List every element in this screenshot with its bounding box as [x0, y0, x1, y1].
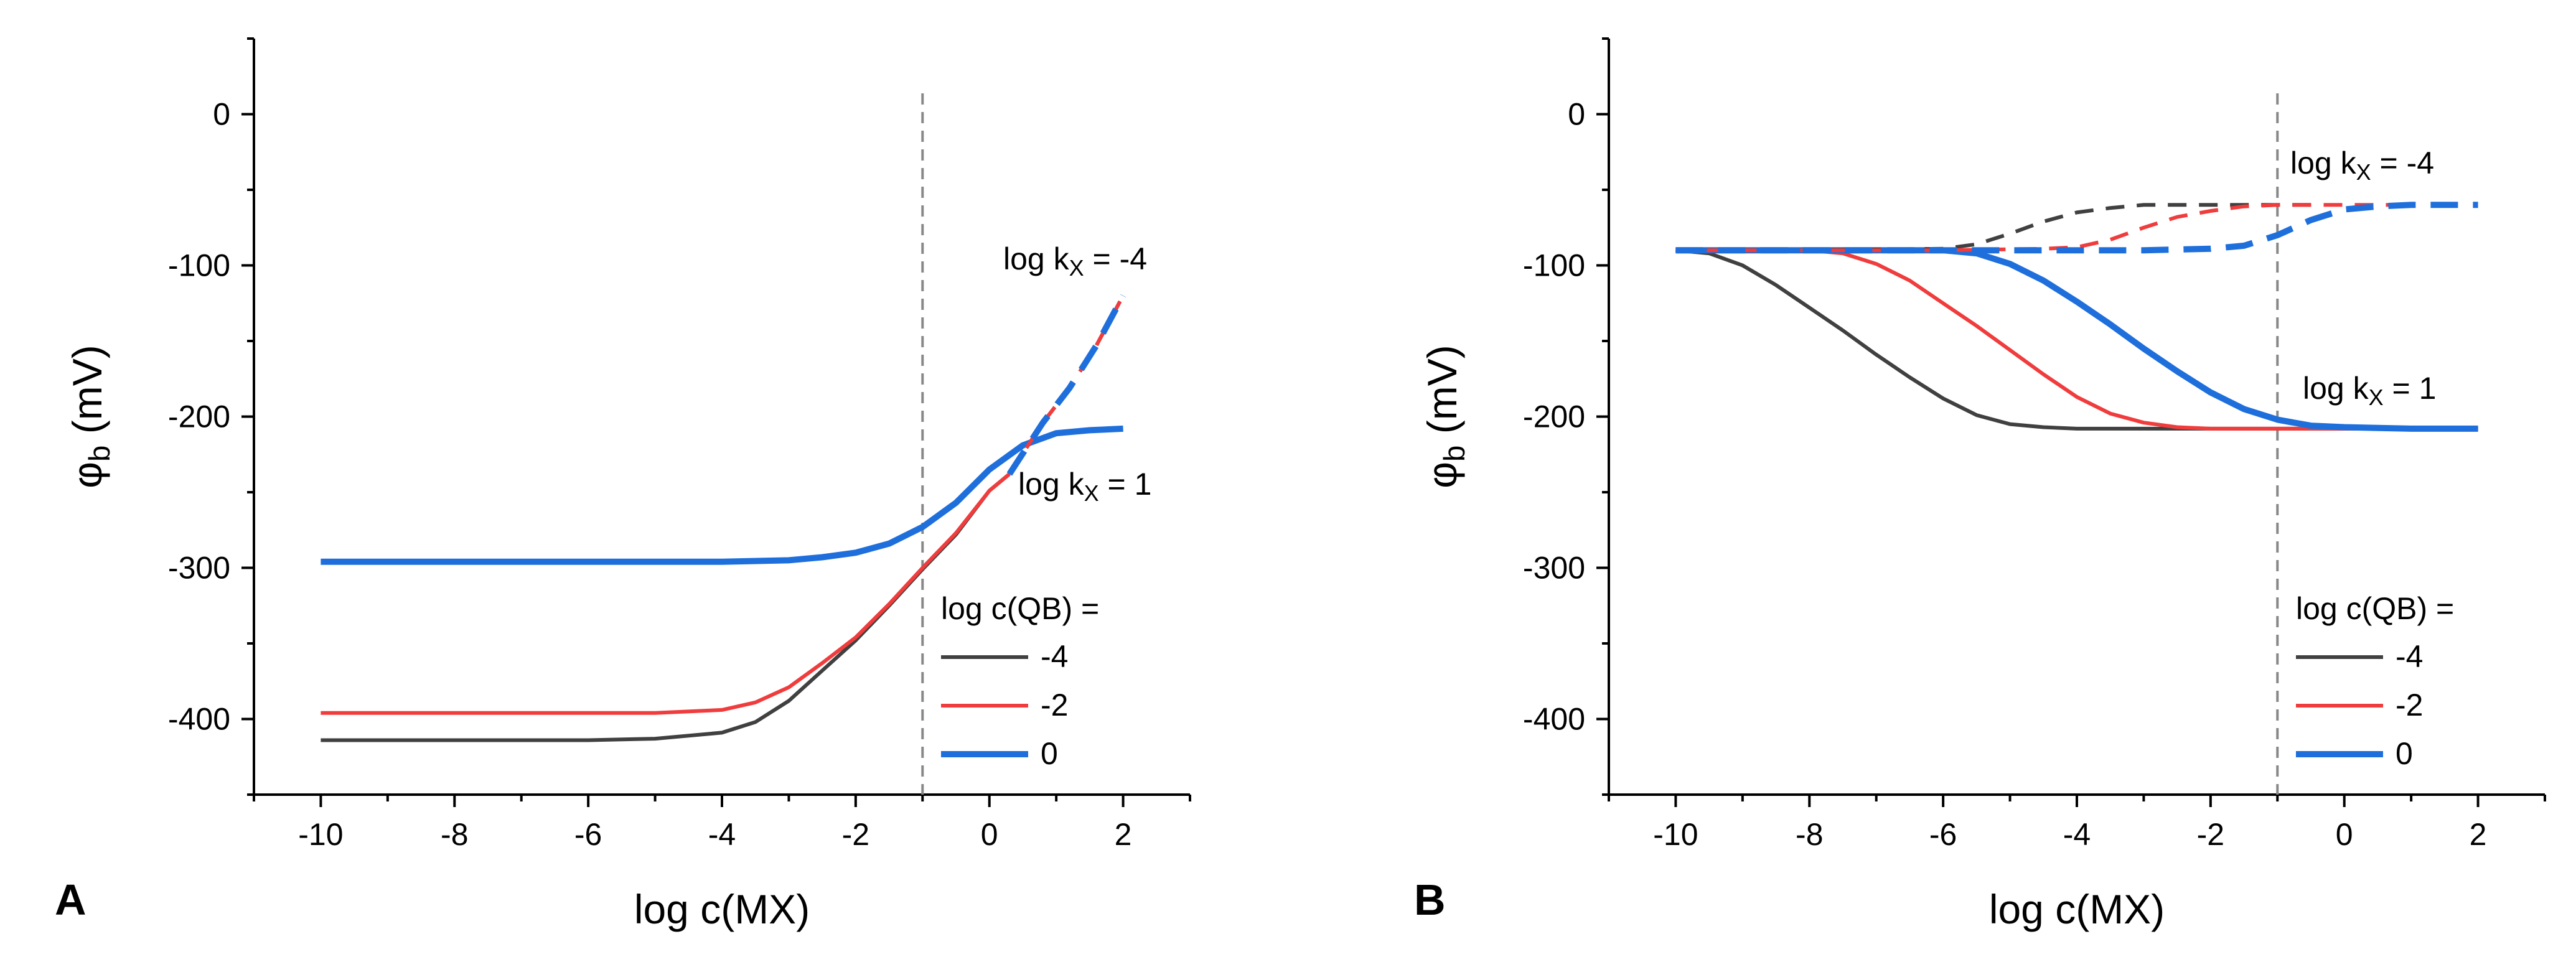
x-tick-label: 0	[981, 817, 998, 852]
series-line-qbm2-kx-1	[1675, 248, 2478, 431]
x-tick-label: 0	[2336, 817, 2353, 852]
series-line-qb0-kx-1	[1675, 247, 2478, 432]
x-tick-label: 2	[2470, 817, 2487, 852]
legend-label: -2	[1041, 688, 1068, 722]
series-line-qbm4-kx-1	[1675, 248, 2478, 431]
y-tick-label: -300	[168, 551, 230, 586]
kx-annotation: log kX = 1	[2303, 371, 2436, 410]
chart-panel-b: -10 -8 -6 -4 -2 0 2 0 -100 -200 -300 -400 log c(MX) φ…	[1414, 37, 2546, 932]
legend-label: 0	[1041, 736, 1058, 771]
series-line-qbm2-kx-1	[321, 472, 1011, 715]
series-line-qbm2-kx-m4	[1675, 203, 2412, 253]
y-tick-label: 0	[213, 97, 230, 132]
x-tick-label: -4	[2063, 817, 2091, 852]
y-tick-label: -100	[1523, 248, 1585, 283]
legend-label: -4	[1041, 639, 1068, 674]
x-tick-label: -10	[1653, 817, 1698, 852]
series-line-qb0-kx-1	[321, 425, 1123, 565]
x-tick-label: 2	[1115, 817, 1132, 852]
y-tick-label: -100	[168, 248, 230, 283]
series-line-qbm4-kx-m4	[1675, 203, 2311, 253]
x-tick-label: -8	[441, 817, 468, 852]
legend-label: 0	[2396, 736, 2413, 771]
x-tick-label: -2	[842, 817, 869, 852]
y-tick-label: -300	[1523, 551, 1585, 586]
x-tick-label: -6	[1929, 817, 1957, 852]
legend-label: -2	[2396, 688, 2423, 722]
kx-annotation: log kX = -4	[1003, 241, 1147, 281]
kx-annotation: log kX = 1	[1018, 467, 1151, 506]
y-tick-label: -200	[168, 399, 230, 434]
x-axis-title: log c(MX)	[634, 886, 810, 932]
legend-title: log c(QB) =	[2296, 591, 2454, 626]
kx-annotation: log kX = -4	[2290, 146, 2434, 185]
x-tick-label: -8	[1796, 817, 1823, 852]
y-axis-title: φb (mV)	[1419, 345, 1471, 488]
y-tick-label: -200	[1523, 399, 1585, 434]
y-tick-label: -400	[168, 702, 230, 737]
x-tick-label: -6	[574, 817, 602, 852]
chart-panel-a: -10 -8 -6 -4 -2 0 2 0 -100 -200 -300 -400 log c(MX) φ…	[55, 37, 1191, 932]
series-line-qb0-kx-m4	[1006, 294, 1126, 476]
panel-letter: A	[55, 876, 87, 924]
series-line-qbm4-kx-1	[321, 472, 1011, 742]
x-tick-label: -10	[298, 817, 343, 852]
legend-label: -4	[2396, 639, 2423, 674]
x-axis-title: log c(MX)	[1989, 886, 2165, 932]
legend-title: log c(QB) =	[941, 591, 1099, 626]
y-axis-title: φb (mV)	[64, 345, 116, 488]
x-tick-label: -4	[708, 817, 736, 852]
panel-letter: B	[1414, 876, 1446, 924]
y-tick-label: -400	[1523, 702, 1585, 737]
y-tick-label: 0	[1568, 97, 1585, 132]
x-tick-label: -2	[2197, 817, 2224, 852]
